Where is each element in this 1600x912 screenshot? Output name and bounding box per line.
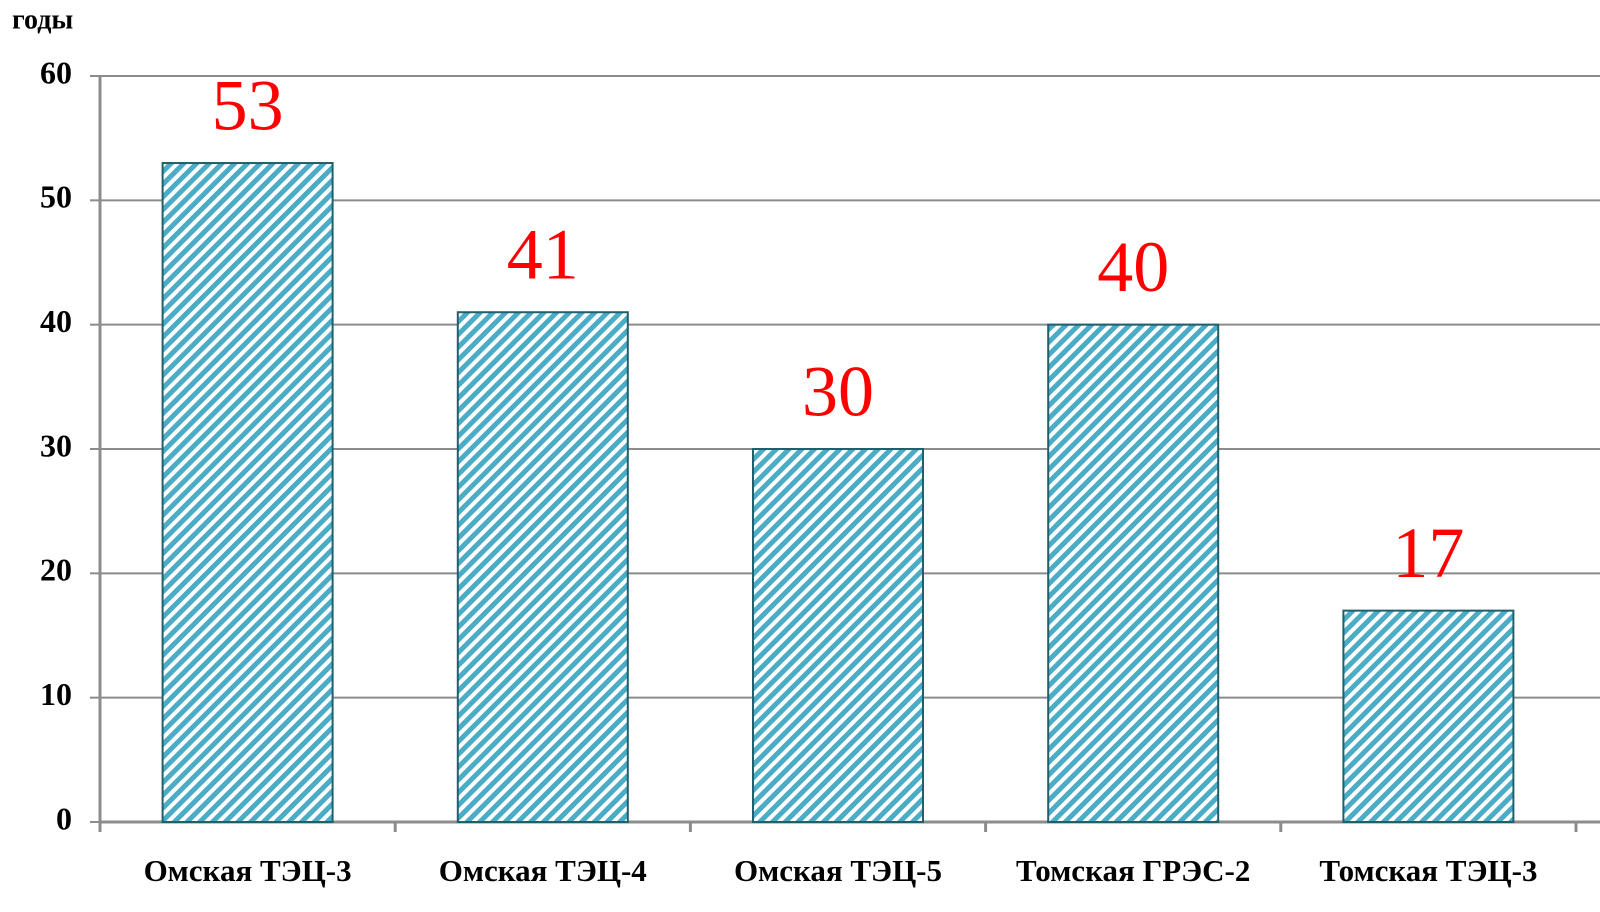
y-tick-label: 50 [40, 179, 72, 215]
value-label: 17 [1392, 513, 1464, 593]
value-label: 30 [802, 352, 874, 432]
y-tick-label: 60 [40, 54, 72, 90]
value-label: 41 [507, 215, 579, 295]
bar [456, 311, 629, 823]
bar [1342, 609, 1515, 824]
bar [161, 162, 334, 824]
bar [1047, 323, 1220, 823]
y-axis-label: годы [12, 4, 73, 35]
x-tick-label: Омская ТЭЦ-3 [144, 853, 352, 888]
bar [752, 448, 924, 823]
y-tick-label: 30 [40, 427, 72, 463]
x-tick-label: Томская ТЭЦ-3 [1319, 853, 1537, 888]
y-tick-label: 0 [56, 800, 72, 836]
x-tick-label: Омская ТЭЦ-4 [439, 853, 647, 888]
y-tick-label: 40 [40, 303, 72, 339]
x-tick-label: Томская ГРЭС-2 [1016, 853, 1250, 888]
y-tick-label: 10 [40, 676, 72, 712]
value-label: 53 [212, 66, 284, 146]
x-tick-label: Омская ТЭЦ-5 [734, 853, 942, 888]
y-tick-label: 20 [40, 552, 72, 588]
value-label: 40 [1097, 227, 1169, 307]
